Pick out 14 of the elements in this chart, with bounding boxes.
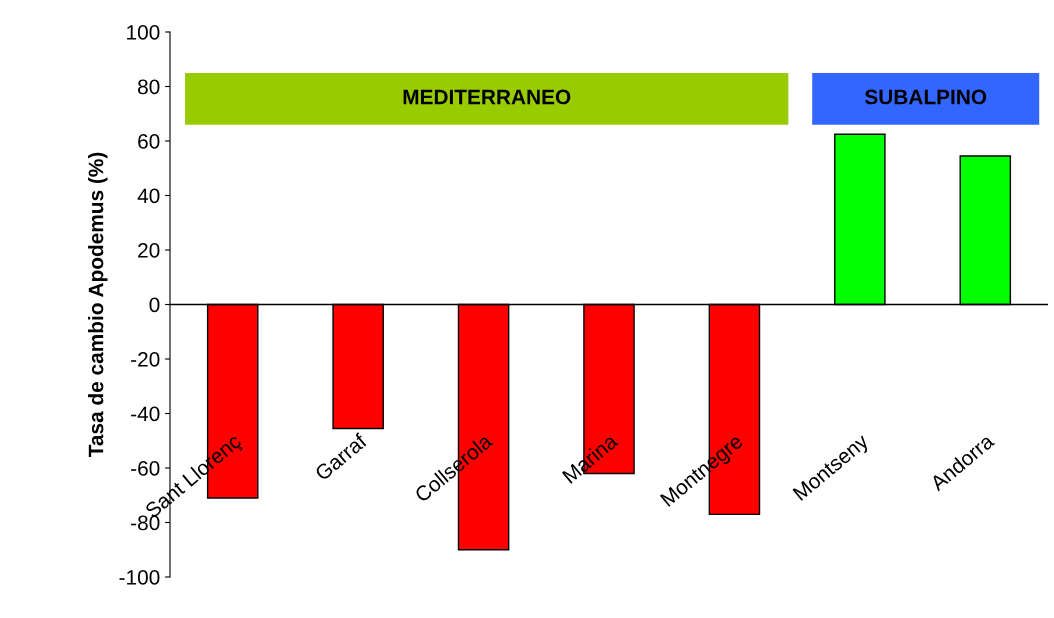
- y-tick-label: -20: [131, 352, 160, 367]
- y-tick-label: -60: [131, 461, 160, 476]
- y-axis-title: Tasa de cambio Apodemus (%): [88, 152, 108, 458]
- y-tick-label: 0: [149, 297, 160, 313]
- y-tick-label: -40: [131, 406, 160, 422]
- y-tick-label: 40: [137, 188, 160, 204]
- y-tick-label: 20: [138, 243, 160, 258]
- y-tick-label: 60: [138, 134, 160, 149]
- band-label: MEDITERRANEO: [403, 89, 571, 105]
- y-tick-label: -80: [131, 515, 160, 531]
- y-tick-label: -100: [119, 570, 160, 585]
- y-tick-label: 80: [138, 79, 160, 95]
- y-tick-label: 100: [127, 25, 160, 40]
- band-label: SUBALPINO: [864, 89, 987, 105]
